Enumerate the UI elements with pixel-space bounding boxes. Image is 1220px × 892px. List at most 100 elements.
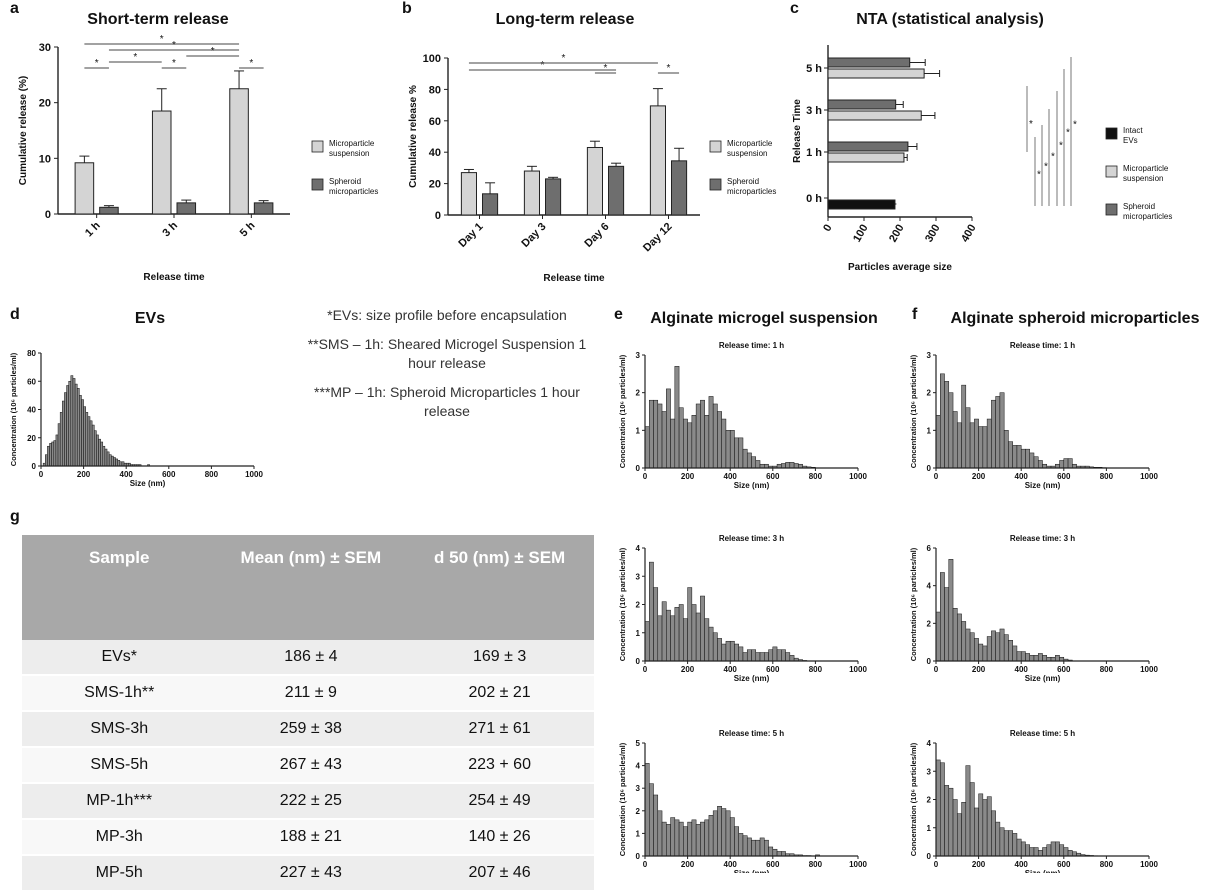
significance-label: *	[1029, 119, 1033, 130]
bar	[177, 203, 196, 214]
histogram-bar	[1030, 848, 1034, 856]
histogram-bar	[781, 650, 785, 661]
table-cell: 186 ± 4	[216, 640, 405, 675]
x-tick-label: 400	[724, 472, 738, 481]
x-tick-label: 600	[1057, 472, 1071, 481]
y-tick-label: 6	[927, 544, 932, 553]
bar	[152, 111, 171, 214]
histogram-bar	[722, 644, 726, 661]
histogram-bar	[717, 638, 721, 661]
histogram-bar	[683, 827, 687, 856]
y-tick-label: 1	[636, 629, 641, 638]
y-tick-label: 4	[636, 544, 641, 553]
x-tick-label: 0	[643, 472, 648, 481]
histogram-bar	[645, 621, 649, 661]
histogram-bar	[705, 619, 709, 661]
x-axis-label: Size (nm)	[1025, 674, 1061, 683]
x-tick-label: 1000	[1140, 665, 1158, 674]
histogram-bar	[739, 647, 743, 661]
histogram-bar	[983, 800, 987, 857]
histogram-bar	[945, 785, 949, 856]
histogram-bar	[58, 424, 60, 466]
histogram-bar	[717, 806, 721, 856]
bar	[75, 163, 94, 214]
histogram-bar	[1013, 833, 1017, 856]
chart-title: Short-term release	[87, 11, 228, 28]
note-evs: *EVs: size profile before encapsulation	[292, 306, 602, 325]
histogram-bar	[1060, 845, 1064, 856]
size-table: Sample Mean (nm) ± SEM d 50 (nm) ± SEM E…	[22, 535, 594, 892]
y-tick-label: 2	[636, 601, 641, 610]
x-tick-label: 800	[1100, 860, 1114, 869]
histogram-bar	[1047, 845, 1051, 856]
bar	[546, 179, 561, 215]
y-tick-label: 5	[636, 739, 641, 748]
x-tick-label: 800	[1100, 472, 1114, 481]
y-tick-label: 0	[927, 657, 932, 666]
x-tick-label: 600	[766, 472, 780, 481]
histogram-bar	[649, 400, 653, 468]
histogram-bar	[1068, 459, 1072, 468]
histogram-bar	[649, 562, 653, 661]
x-tick-label: 0	[934, 665, 939, 674]
histogram-bar	[1038, 460, 1042, 468]
histogram-bar	[936, 415, 940, 468]
table-cell: 140 ± 26	[405, 819, 594, 855]
significance-label: *	[1037, 170, 1041, 181]
histogram-bar	[734, 438, 738, 468]
x-axis-label: Size (nm)	[1025, 481, 1061, 490]
x-tick-label: 600	[766, 665, 780, 674]
x-tick-label: 800	[205, 470, 219, 479]
histogram-bar	[726, 811, 730, 856]
x-tick-label: 200	[77, 470, 91, 479]
y-tick-label: 1	[927, 426, 932, 435]
table-header-d50: d 50 (nm) ± SEM	[405, 535, 594, 640]
significance-label: *	[1073, 120, 1077, 131]
table-cell: MP-3h	[22, 819, 216, 855]
x-axis-label: Size (nm)	[130, 479, 166, 488]
bar	[828, 100, 896, 109]
x-tick-label: 600	[1057, 860, 1071, 869]
x-axis-label: Size (nm)	[734, 674, 770, 683]
histogram-bar	[996, 633, 1000, 661]
y-tick-label: 3	[927, 767, 932, 776]
y-tick-label: 80	[27, 349, 36, 358]
histogram-bar	[974, 419, 978, 468]
histogram-bar	[1043, 848, 1047, 856]
histogram-bar	[991, 631, 995, 661]
legend-swatch	[1106, 204, 1117, 215]
histogram-bar	[739, 438, 743, 468]
y-tick-label: 4	[927, 582, 932, 591]
histogram-bar	[962, 621, 966, 661]
histogram-bar	[94, 431, 96, 466]
histogram-bar	[794, 463, 798, 468]
histogram-bar	[99, 439, 101, 466]
legend-swatch	[312, 141, 323, 152]
x-tick-label: 300	[923, 223, 943, 245]
histogram-bar	[983, 646, 987, 661]
y-axis-label: Concentration (10⁶ particles/ml)	[618, 742, 627, 856]
table-cell: 259 ± 38	[216, 711, 405, 747]
histogram-bar	[940, 572, 944, 661]
y-tick-label: 1	[636, 829, 641, 838]
y-tick-label: 40	[27, 406, 36, 415]
bar	[650, 106, 665, 215]
histogram-bar	[654, 795, 658, 856]
histogram-bar	[773, 849, 777, 856]
histogram-bar	[1000, 393, 1004, 468]
significance-label: *	[1044, 162, 1048, 173]
histogram-bar	[671, 616, 675, 661]
histogram-bar	[752, 840, 756, 856]
significance-label: *	[133, 52, 137, 63]
table-cell: SMS-3h	[22, 711, 216, 747]
x-tick-label: 3 h	[160, 219, 180, 239]
y-tick-label: 1 h	[806, 147, 822, 159]
histogram-bar	[118, 460, 120, 466]
x-axis-label: Particles average size	[848, 262, 952, 273]
table-cell: 227 ± 43	[216, 855, 405, 891]
x-tick-label: Day 1	[456, 221, 485, 250]
histogram-bar	[675, 607, 679, 661]
histogram-bar	[996, 396, 1000, 468]
